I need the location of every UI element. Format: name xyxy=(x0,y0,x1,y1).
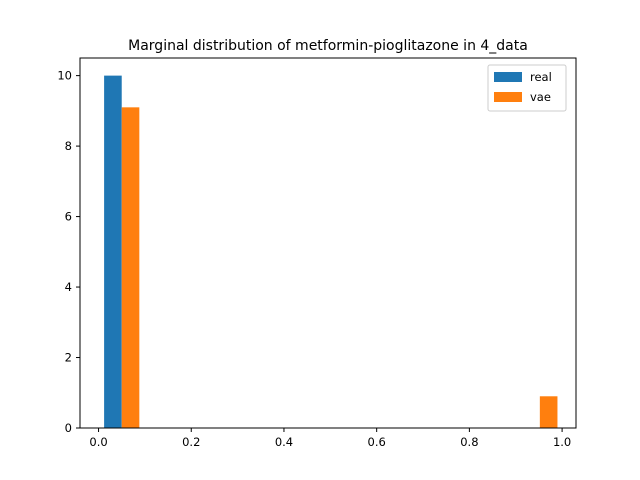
bar-real-0 xyxy=(104,75,122,428)
bars-layer xyxy=(104,75,558,428)
y-tick-label: 6 xyxy=(65,210,72,224)
y-tick-label: 0 xyxy=(65,421,72,435)
y-tick-label: 8 xyxy=(65,139,72,153)
chart-title: Marginal distribution of metformin-piogl… xyxy=(128,38,528,54)
x-tick-label: 0.2 xyxy=(182,435,200,449)
x-tick-label: 0.6 xyxy=(368,435,386,449)
y-tick-label: 10 xyxy=(57,69,72,83)
legend-label-vae: vae xyxy=(530,90,551,104)
legend-box xyxy=(487,64,567,112)
bar-vae-0 xyxy=(121,107,140,428)
x-tick-label: 0.0 xyxy=(89,435,107,449)
legend-swatch-real xyxy=(494,72,522,82)
x-tick-label: 1.0 xyxy=(553,435,571,449)
legend-swatch-vae xyxy=(494,92,522,102)
axes-layer: 0.0 0.2 0.4 0.6 0.8 1.0 0 2 4 6 8 10 xyxy=(57,57,577,449)
y-tick-label: 4 xyxy=(65,280,72,294)
x-tick-label: 0.4 xyxy=(275,435,293,449)
bar-vae-1 xyxy=(539,396,558,428)
legend: real vae xyxy=(487,64,567,112)
plot-frame xyxy=(79,57,577,429)
y-tick-label: 2 xyxy=(65,351,72,365)
x-tick-label: 0.8 xyxy=(460,435,478,449)
legend-label-real: real xyxy=(530,70,552,84)
